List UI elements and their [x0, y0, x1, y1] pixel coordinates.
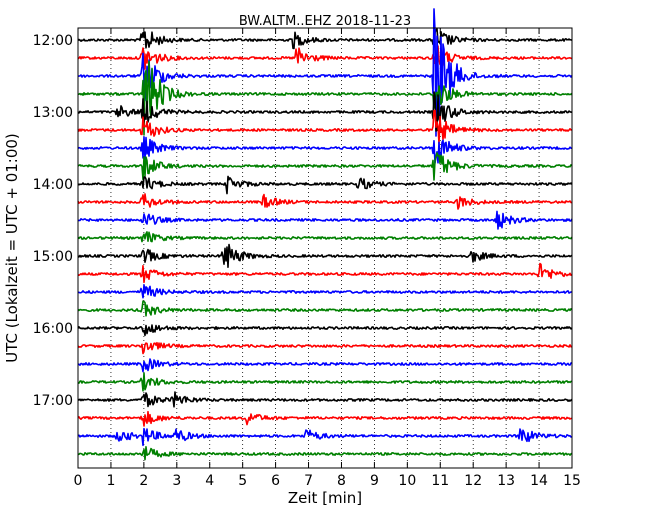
x-tick-label: 10 [398, 473, 416, 489]
trace-series [77, 8, 573, 461]
y-tick-label: 17:00 [33, 393, 73, 409]
y-tick-label: 13:00 [33, 105, 73, 121]
trace-line [77, 284, 573, 299]
trace-line [77, 358, 573, 373]
x-tick-label: 7 [304, 473, 313, 489]
trace-line [77, 410, 573, 427]
x-tick-label: 3 [172, 473, 181, 489]
x-tick-label: 6 [271, 473, 280, 489]
trace-line [77, 445, 573, 461]
x-tick-label: 14 [530, 473, 548, 489]
trace-line [77, 210, 573, 230]
x-tick-label: 8 [337, 473, 346, 489]
x-tick-label: 9 [370, 473, 379, 489]
trace-line [77, 28, 573, 50]
trace-line [77, 91, 573, 132]
trace-line [77, 341, 573, 355]
x-tick-label: 11 [431, 473, 449, 489]
trace-line [77, 152, 573, 181]
y-tick-label: 15:00 [33, 249, 73, 265]
trace-line [77, 231, 573, 243]
x-tick-label: 13 [497, 473, 515, 489]
x-tick-label: 12 [464, 473, 482, 489]
y-axis-label: UTC (Lokalzeit = UTC + 01:00) [3, 133, 21, 363]
trace-line [77, 109, 573, 145]
trace-line [77, 243, 573, 269]
chart-title: BW.ALTM..EHZ 2018-11-23 [239, 14, 411, 29]
trace-line [77, 8, 573, 137]
axes [77, 27, 573, 469]
trace-line [77, 324, 573, 337]
x-ticks: 0 1 2 3 4 5 6 7 8 9 10 11 12 13 14 15 [74, 28, 581, 489]
y-tick-label: 14:00 [33, 177, 73, 193]
y-ticks: 12:00 13:00 14:00 15:00 16:00 17:00 [33, 33, 572, 409]
x-tick-label: 0 [74, 473, 83, 489]
grid-lines [110, 28, 540, 468]
trace-line [77, 45, 573, 70]
plot-frame [77, 27, 573, 469]
x-tick-label: 5 [238, 473, 247, 489]
trace-line [77, 372, 573, 392]
x-tick-label: 15 [563, 473, 581, 489]
trace-line [77, 175, 573, 195]
trace-line [77, 300, 573, 317]
trace-line [77, 136, 572, 164]
x-tick-label: 1 [106, 473, 115, 489]
y-tick-label: 16:00 [33, 321, 73, 337]
x-tick-label: 4 [205, 473, 214, 489]
trace-line [77, 427, 573, 447]
x-axis-label: Zeit [min] [288, 489, 362, 507]
trace-line [77, 391, 573, 408]
y-tick-label: 12:00 [33, 33, 73, 49]
trace-line [77, 193, 573, 210]
trace-line [77, 262, 573, 284]
trace-line [77, 60, 573, 136]
x-tick-label: 2 [139, 473, 148, 489]
